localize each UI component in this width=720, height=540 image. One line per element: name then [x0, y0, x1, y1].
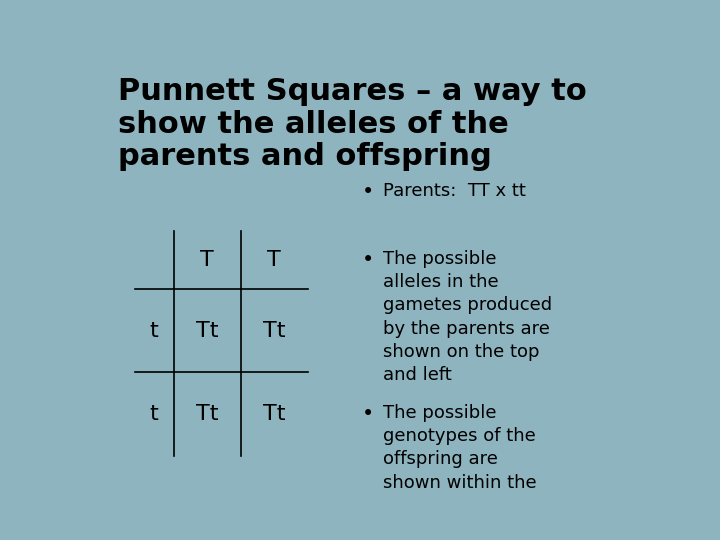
Text: Tt: Tt: [196, 321, 218, 341]
Text: Punnett Squares – a way to
show the alleles of the
parents and offspring: Punnett Squares – a way to show the alle…: [118, 77, 587, 171]
Text: Parents:  TT x tt: Parents: TT x tt: [383, 182, 526, 200]
Text: The possible
alleles in the
gametes produced
by the parents are
shown on the top: The possible alleles in the gametes prod…: [383, 250, 552, 384]
Text: Tt: Tt: [196, 404, 218, 424]
Text: t: t: [150, 321, 158, 341]
Text: The possible
genotypes of the
offspring are
shown within the: The possible genotypes of the offspring …: [383, 404, 536, 491]
Text: •: •: [362, 250, 374, 270]
Text: T: T: [200, 250, 214, 270]
Text: Tt: Tt: [263, 321, 285, 341]
Text: •: •: [362, 404, 374, 424]
Text: Tt: Tt: [263, 404, 285, 424]
Text: T: T: [267, 250, 281, 270]
Text: t: t: [150, 404, 158, 424]
Text: •: •: [362, 182, 374, 202]
